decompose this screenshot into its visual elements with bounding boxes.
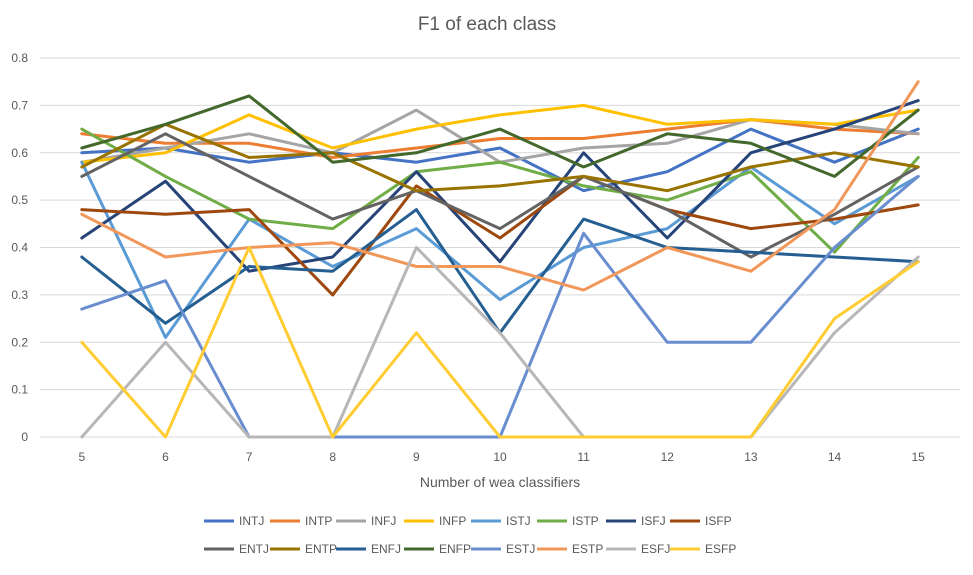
legend-label: ESTP bbox=[572, 542, 603, 556]
x-axis-label: Number of wea classifiers bbox=[420, 474, 580, 490]
legend-label: ESFP bbox=[705, 542, 736, 556]
legend-label: INFJ bbox=[371, 514, 396, 528]
y-tick-label: 0.3 bbox=[11, 288, 28, 302]
legend-item-estj: ESTJ bbox=[471, 542, 535, 556]
legend-item-entj: ENTJ bbox=[204, 542, 269, 556]
x-tick-label: 11 bbox=[577, 450, 590, 464]
legend-item-entp: ENTP bbox=[270, 542, 337, 556]
legend-item-intp: INTP bbox=[270, 514, 332, 528]
y-tick-label: 0.2 bbox=[11, 335, 28, 349]
legend-label: ISTJ bbox=[506, 514, 531, 528]
x-tick-label: 5 bbox=[78, 450, 85, 464]
legend-label: INTJ bbox=[239, 514, 264, 528]
legend-label: ENFJ bbox=[371, 542, 401, 556]
y-tick-label: 0.7 bbox=[11, 98, 28, 112]
series-line-isfp bbox=[80, 174, 920, 297]
x-tick-label: 15 bbox=[912, 450, 926, 464]
y-tick-label: 0.1 bbox=[11, 383, 28, 397]
series-line-infp bbox=[80, 103, 920, 164]
x-tick-label: 10 bbox=[493, 450, 507, 464]
legend-label: INTP bbox=[305, 514, 332, 528]
series-line-entj bbox=[80, 132, 920, 259]
legend-item-esfj: ESFJ bbox=[606, 542, 670, 556]
x-tick-label: 12 bbox=[661, 450, 675, 464]
legend-item-enfj: ENFJ bbox=[336, 542, 401, 556]
series-line-estp bbox=[80, 80, 920, 292]
y-tick-label: 0.4 bbox=[11, 241, 28, 255]
legend-label: ISTP bbox=[572, 514, 599, 528]
legend-label: ISFJ bbox=[641, 514, 666, 528]
legend: INTJ INTP INFJ INFP ISTJ ISTP ISFJ ISFP ENTJ ENTP… bbox=[204, 514, 736, 556]
legend-item-estp: ESTP bbox=[537, 542, 603, 556]
x-axis-ticks: 5 6 7 8 9 10 11 12 13 14 15 bbox=[78, 450, 925, 464]
legend-item-intj: INTJ bbox=[204, 514, 264, 528]
series-line-esfp bbox=[80, 246, 920, 439]
legend-label: ESFJ bbox=[641, 542, 670, 556]
series-line-intj bbox=[80, 127, 920, 193]
x-tick-label: 14 bbox=[828, 450, 842, 464]
y-tick-label: 0 bbox=[21, 430, 28, 444]
series-line-istp bbox=[80, 127, 920, 254]
legend-item-istp: ISTP bbox=[537, 514, 599, 528]
legend-item-isfj: ISFJ bbox=[606, 514, 666, 528]
x-tick-label: 13 bbox=[744, 450, 758, 464]
x-tick-label: 8 bbox=[329, 450, 336, 464]
series-line-enfp bbox=[80, 94, 920, 178]
legend-item-esfp: ESFP bbox=[670, 542, 736, 556]
legend-label: ESTJ bbox=[506, 542, 535, 556]
x-tick-label: 9 bbox=[413, 450, 420, 464]
legend-item-isfp: ISFP bbox=[670, 514, 732, 528]
series-line-entp bbox=[80, 122, 920, 193]
y-tick-label: 0.8 bbox=[11, 51, 28, 65]
series-lines bbox=[80, 80, 920, 439]
series-line-estj bbox=[80, 174, 920, 439]
series-line-intp bbox=[80, 118, 920, 159]
legend-label: ENFP bbox=[439, 542, 471, 556]
y-tick-label: 0.6 bbox=[11, 146, 28, 160]
series-line-istj bbox=[80, 160, 920, 339]
legend-label: ENTP bbox=[305, 542, 337, 556]
x-tick-label: 7 bbox=[246, 450, 253, 464]
legend-label: ENTJ bbox=[239, 542, 269, 556]
legend-item-enfp: ENFP bbox=[404, 542, 471, 556]
legend-item-infj: INFJ bbox=[336, 514, 396, 528]
y-tick-label: 0.5 bbox=[11, 193, 28, 207]
y-axis-ticks: 0 0.1 0.2 0.3 0.4 0.5 0.6 0.7 0.8 bbox=[11, 51, 28, 444]
x-tick-label: 6 bbox=[162, 450, 169, 464]
chart-title: F1 of each class bbox=[418, 14, 556, 35]
legend-item-istj: ISTJ bbox=[471, 514, 531, 528]
legend-label: ISFP bbox=[705, 514, 732, 528]
series-line-isfj bbox=[80, 99, 920, 273]
legend-item-infp: INFP bbox=[404, 514, 466, 528]
legend-label: INFP bbox=[439, 514, 466, 528]
series-line-esfj bbox=[80, 246, 920, 439]
